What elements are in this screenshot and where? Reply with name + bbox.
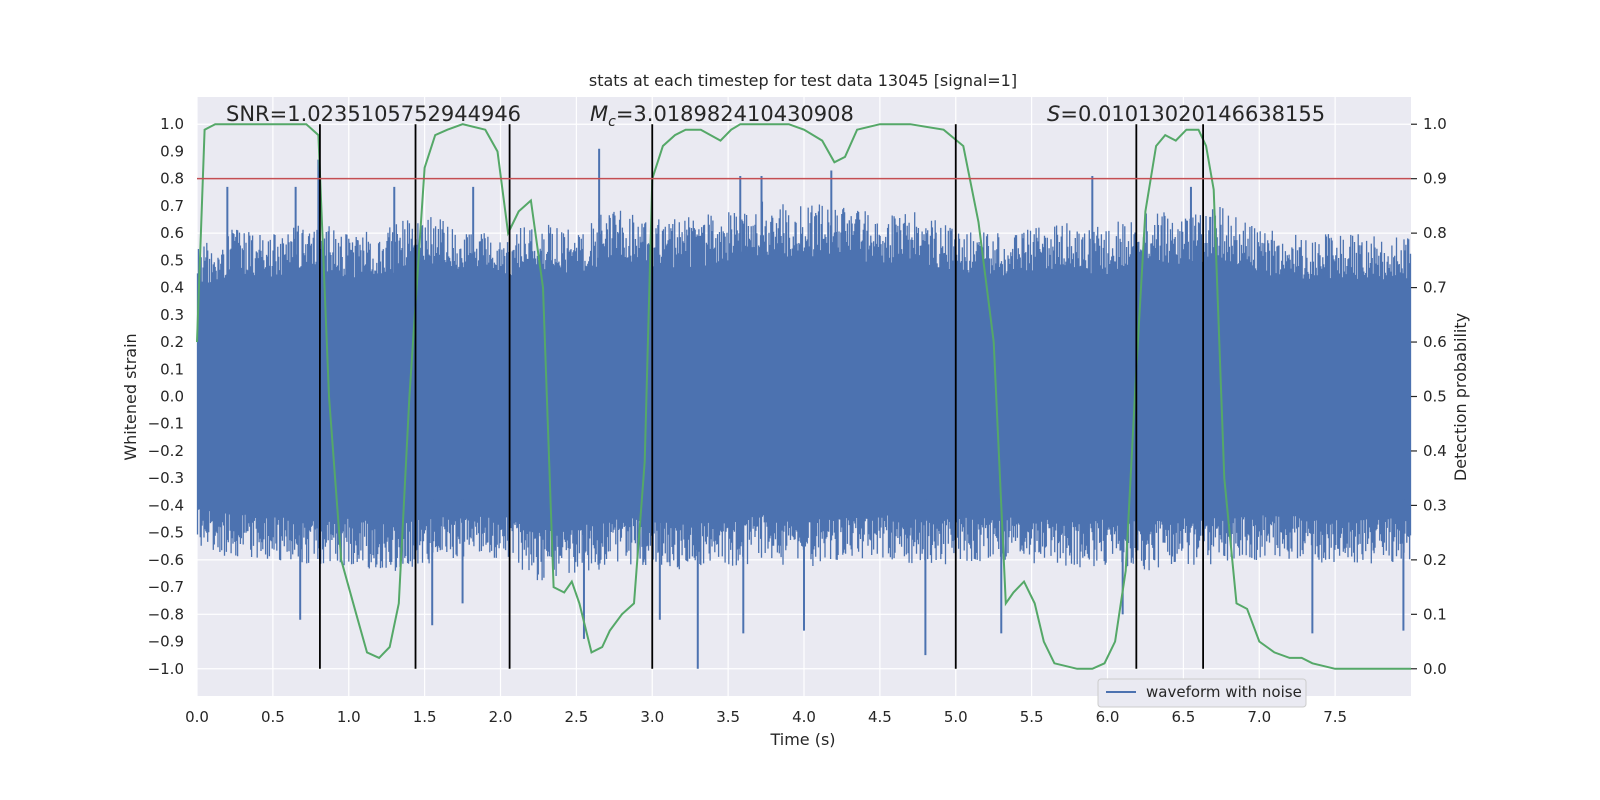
left-y-tick-label: −0.1	[148, 415, 184, 433]
left-y-tick-label: −0.6	[148, 551, 184, 569]
x-tick-label: 3.5	[716, 708, 740, 726]
left-y-tick-label: −0.3	[148, 469, 184, 487]
right-y-tick-label: 0.6	[1423, 333, 1447, 351]
x-tick-label: 5.5	[1020, 708, 1044, 726]
left-y-tick-label: −0.7	[148, 578, 184, 596]
chirp-mass-annotation: Mc=3.018982410430908	[590, 102, 854, 130]
left-y-tick-label: −0.4	[148, 496, 184, 514]
left-y-tick-label: 0.7	[160, 197, 184, 215]
left-y-tick-label: 0.6	[160, 224, 184, 242]
probability-line	[196, 123, 1411, 670]
left-y-tick-label: 0.5	[160, 251, 184, 269]
right-y-tick-label: 0.2	[1423, 551, 1447, 569]
chirp-mass-value: =3.018982410430908	[616, 102, 854, 126]
x-tick-label: 2.5	[564, 708, 588, 726]
right-y-tick-labels: 1.0 0.9 0.8 0.7 0.6 0.5 0.4 0.3 0.2 0.1 0.0	[1411, 115, 1447, 678]
x-tick-label: 1.5	[413, 708, 437, 726]
x-tick-label: 1.0	[337, 708, 361, 726]
s-value: =0.01013020146638155	[1060, 102, 1325, 126]
x-tick-label: 0.5	[261, 708, 285, 726]
chart-title: stats at each timestep for test data 130…	[589, 71, 1017, 90]
x-tick-label: 2.0	[489, 708, 513, 726]
x-tick-labels: 0.0 0.5 1.0 1.5 2.0 2.5 3.0 3.5 4.0 4.5 5.0 5.5 6.0 6…	[185, 708, 1347, 726]
x-tick-label: 5.0	[944, 708, 968, 726]
x-tick-label: 4.0	[792, 708, 816, 726]
x-axis-label: Time (s)	[769, 730, 835, 749]
left-y-tick-label: 0.3	[160, 306, 184, 324]
left-y-tick-label: 0.4	[160, 279, 184, 297]
left-y-tick-label: 0.9	[160, 142, 184, 160]
left-y-axis-label: Whitened strain	[121, 333, 140, 460]
left-y-tick-label: −0.5	[148, 524, 184, 542]
x-tick-label: 3.0	[640, 708, 664, 726]
left-y-tick-label: −1.0	[148, 660, 184, 678]
left-y-tick-label: 0.1	[160, 360, 184, 378]
legend: waveform with noise	[1097, 678, 1307, 708]
left-y-tick-label: 0.8	[160, 170, 184, 188]
right-y-tick-label: 0.0	[1423, 660, 1447, 678]
right-y-tick-label: 0.8	[1423, 224, 1447, 242]
x-tick-label: 7.5	[1323, 708, 1347, 726]
x-tick-label: 6.5	[1171, 708, 1195, 726]
right-y-tick-label: 1.0	[1423, 115, 1447, 133]
legend-label: waveform with noise	[1146, 683, 1302, 701]
probability-series	[196, 123, 1411, 670]
x-tick-label: 0.0	[185, 708, 209, 726]
x-tick-label: 4.5	[868, 708, 892, 726]
left-y-tick-label: −0.8	[148, 605, 184, 623]
right-y-tick-label: 0.9	[1423, 170, 1447, 188]
x-tick-label: 7.0	[1247, 708, 1271, 726]
s-annotation: S=0.01013020146638155	[1047, 102, 1325, 126]
waveform-series	[196, 148, 1412, 669]
left-y-tick-label: 0.2	[160, 333, 184, 351]
right-y-tick-label: 0.4	[1423, 442, 1447, 460]
x-tick-label: 6.0	[1096, 708, 1120, 726]
right-y-tick-label: 0.1	[1423, 605, 1447, 623]
right-y-tick-label: 0.5	[1423, 388, 1447, 406]
left-y-tick-labels: 1.0 0.9 0.8 0.7 0.6 0.5 0.4 0.3 0.2 0.1 0.0 −0.1 −0.…	[148, 115, 184, 678]
right-y-axis-label: Detection probability	[1451, 313, 1470, 481]
chirp-mass-symbol: M	[590, 102, 608, 126]
left-y-tick-label: 0.0	[160, 388, 184, 406]
left-y-tick-label: −0.9	[148, 633, 184, 651]
s-symbol: S	[1047, 102, 1060, 126]
chirp-mass-subscript: c	[608, 114, 616, 130]
left-y-tick-label: −0.2	[148, 442, 184, 460]
right-y-tick-label: 0.3	[1423, 496, 1447, 514]
legend-box	[1097, 678, 1307, 708]
snr-annotation: SNR=1.0235105752944946	[226, 102, 521, 126]
left-y-tick-label: 1.0	[160, 115, 184, 133]
right-y-tick-label: 0.7	[1423, 279, 1447, 297]
event-lines	[319, 124, 1205, 669]
